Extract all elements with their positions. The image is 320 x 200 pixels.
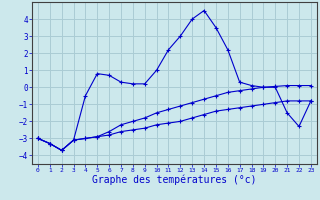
X-axis label: Graphe des températures (°c): Graphe des températures (°c) (92, 175, 257, 185)
